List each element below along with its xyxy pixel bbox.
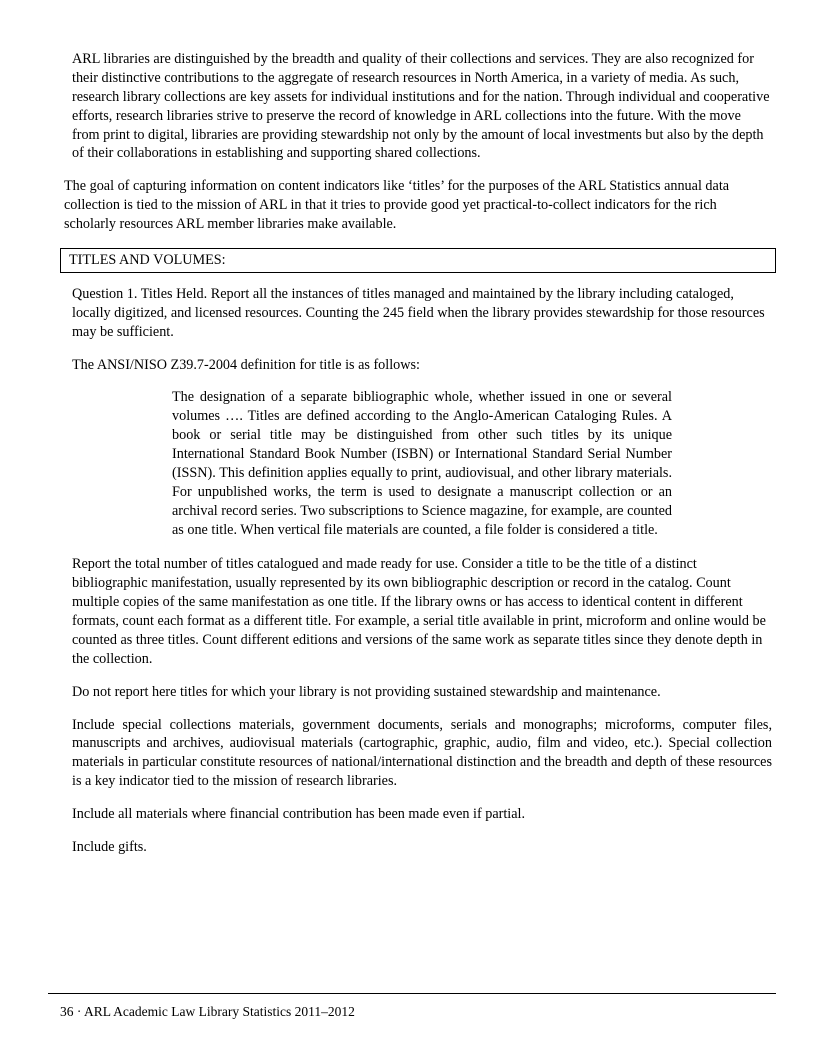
document-page: ARL libraries are distinguished by the b…: [0, 0, 824, 1050]
question-1-block: Question 1. Titles Held. Report all the …: [60, 285, 776, 857]
q1-p7: Include gifts.: [72, 838, 772, 857]
q1-defn-intro: The ANSI/NISO Z39.7-2004 definition for …: [72, 356, 772, 375]
q1-lead: Question 1. Titles Held. Report all the …: [72, 285, 772, 342]
q1-p3: Report the total number of titles catalo…: [72, 555, 772, 668]
q1-p6: Include all materials where financial co…: [72, 805, 772, 824]
intro-paragraph-2: The goal of capturing information on con…: [60, 177, 776, 234]
footer-rule: [48, 993, 776, 994]
q1-p4: Do not report here titles for which your…: [72, 683, 772, 702]
page-footer: 36 · ARL Academic Law Library Statistics…: [60, 1004, 355, 1020]
q1-definition-block: The designation of a separate bibliograp…: [172, 388, 672, 539]
q1-p5: Include special collections materials, g…: [72, 716, 772, 792]
intro-paragraph-1: ARL libraries are distinguished by the b…: [60, 50, 776, 163]
section-header-titles-volumes: TITLES AND VOLUMES:: [60, 248, 776, 273]
